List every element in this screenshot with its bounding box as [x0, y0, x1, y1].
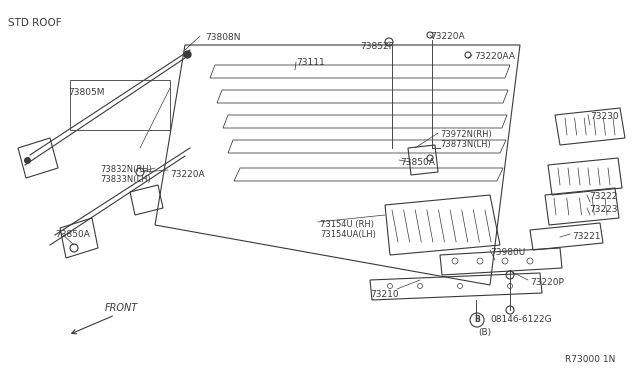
Text: 73852F: 73852F — [360, 42, 394, 51]
Text: 73220P: 73220P — [530, 278, 564, 287]
Text: 73972N(RH): 73972N(RH) — [440, 130, 492, 139]
Text: 73805M: 73805M — [68, 88, 104, 97]
Text: 73154U (RH): 73154U (RH) — [320, 220, 374, 229]
Text: 73850A: 73850A — [400, 158, 435, 167]
Text: 73221: 73221 — [572, 232, 600, 241]
Text: 73850A: 73850A — [55, 230, 90, 239]
Text: 73220A: 73220A — [170, 170, 205, 179]
Text: 73230: 73230 — [590, 112, 619, 121]
Text: FRONT: FRONT — [105, 303, 138, 313]
Text: 73873N(LH): 73873N(LH) — [440, 140, 491, 149]
Text: 73210: 73210 — [370, 290, 399, 299]
Text: STD ROOF: STD ROOF — [8, 18, 61, 28]
Text: R73000 1N: R73000 1N — [565, 355, 616, 364]
Text: 73833N(LH): 73833N(LH) — [100, 175, 151, 184]
Text: 73222: 73222 — [589, 192, 618, 201]
Text: 73832N(RH): 73832N(RH) — [100, 165, 152, 174]
Text: 73111: 73111 — [296, 58, 324, 67]
Text: (B): (B) — [478, 328, 491, 337]
Text: B: B — [474, 315, 480, 324]
Text: 73154UA(LH): 73154UA(LH) — [320, 230, 376, 239]
Text: 73808N: 73808N — [205, 33, 241, 42]
Text: 73223: 73223 — [589, 205, 618, 214]
Text: 73220A: 73220A — [430, 32, 465, 41]
Text: 73220AA: 73220AA — [474, 52, 515, 61]
Text: 73980U: 73980U — [490, 248, 525, 257]
Text: 08146-6122G: 08146-6122G — [490, 315, 552, 324]
